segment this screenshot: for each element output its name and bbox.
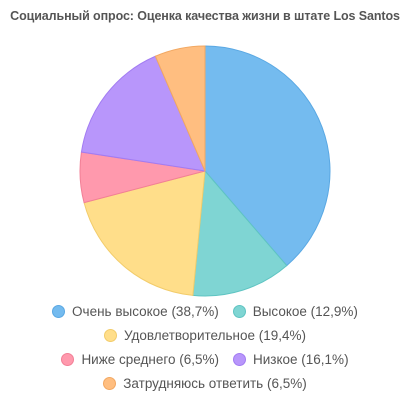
- legend-label-very-high: Очень высокое (38,7%): [72, 303, 219, 319]
- pie-slice-very-high[interactable]: [204, 45, 331, 267]
- legend-label-below-average: Ниже среднего (6,5%): [81, 351, 219, 367]
- legend-row: Ниже среднего (6,5%) Низкое (16,1%): [0, 348, 410, 370]
- pie-slice-high[interactable]: [192, 169, 288, 297]
- pie-slice-low[interactable]: [80, 55, 206, 172]
- legend-label-satisfactory: Удовлетворительное (19,4%): [124, 327, 306, 343]
- legend-item-very-high[interactable]: Очень высокое (38,7%): [52, 304, 219, 319]
- legend-item-below-average[interactable]: Ниже среднего (6,5%): [61, 352, 219, 367]
- legend-label-low: Низкое (16,1%): [252, 351, 349, 367]
- pie-chart: [79, 45, 331, 297]
- legend-swatch-below-average: [61, 352, 75, 366]
- legend-row: Затрудняюсь ответить (6,5%): [0, 372, 410, 394]
- legend-swatch-undecided: [103, 376, 117, 390]
- legend-label-undecided: Затрудняюсь ответить (6,5%): [123, 375, 307, 391]
- legend-item-undecided[interactable]: Затрудняюсь ответить (6,5%): [103, 375, 307, 391]
- pie-slice-undecided[interactable]: [154, 45, 206, 172]
- legend-swatch-low: [232, 352, 246, 366]
- legend-swatch-satisfactory: [104, 328, 118, 342]
- legend-item-satisfactory[interactable]: Удовлетворительное (19,4%): [104, 328, 306, 343]
- chart-title: Социальный опрос: Оценка качества жизни …: [10, 9, 400, 23]
- legend-row: Очень высокое (38,7%) Высокое (12,9%): [0, 300, 410, 322]
- legend-item-high[interactable]: Высокое (12,9%): [232, 303, 358, 319]
- legend-swatch-very-high: [52, 304, 66, 318]
- legend-label-high: Высокое (12,9%): [252, 303, 358, 319]
- pie-slice-satisfactory[interactable]: [83, 170, 206, 296]
- legend-row: Удовлетворительное (19,4%): [0, 324, 410, 346]
- legend-swatch-high: [232, 304, 246, 318]
- legend-item-low[interactable]: Низкое (16,1%): [232, 351, 349, 367]
- legend: Очень высокое (38,7%) Высокое (12,9%) Уд…: [0, 300, 410, 396]
